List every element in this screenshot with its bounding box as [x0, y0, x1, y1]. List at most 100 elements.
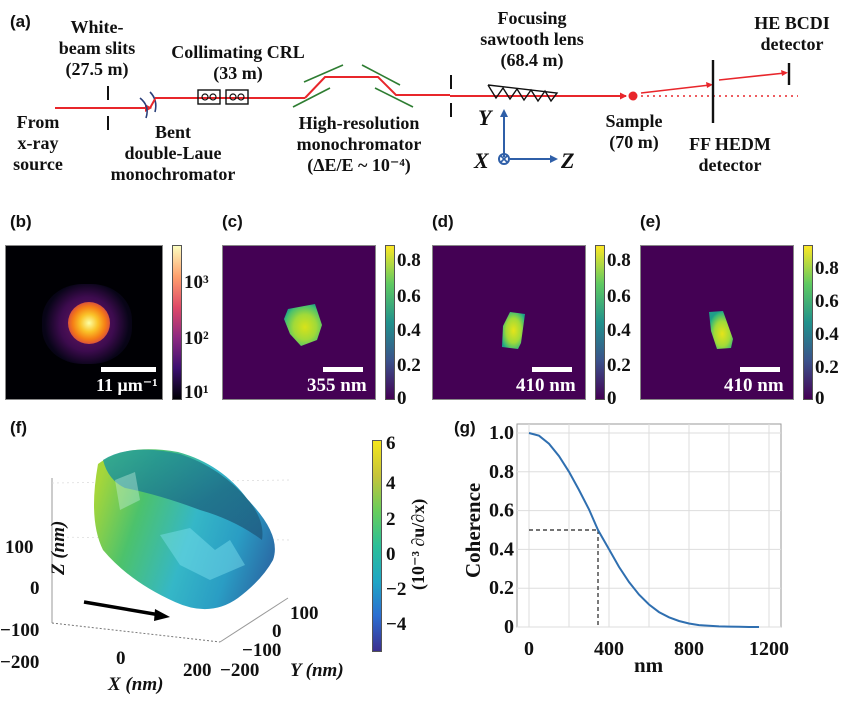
diffraction-peak — [68, 302, 110, 344]
colorbar-c-tick: 0.6 — [397, 286, 421, 307]
panel-b-label: (b) — [10, 212, 32, 231]
sample-dot — [628, 91, 638, 101]
y-tick: −100 — [242, 640, 282, 661]
colorbar-e-tick: 0.4 — [815, 324, 839, 345]
axis-x-label: X — [474, 148, 489, 173]
x-axis-line — [51, 622, 221, 643]
y-axis-line — [219, 597, 289, 643]
y-axis-label: Coherence — [461, 482, 485, 578]
y-tick-label: 0.8 — [489, 461, 514, 483]
colorbar-b-tick: 10² — [184, 328, 209, 349]
y-tick: 100 — [290, 603, 319, 624]
scalebar-b — [101, 367, 156, 372]
axis-x-into-page-icon — [498, 153, 510, 165]
colorbar-f-tick: 4 — [386, 473, 396, 494]
hr-crystal-2 — [303, 64, 344, 83]
label-sample: Sample (70 m) — [605, 111, 663, 152]
x-tick-label: 1200 — [749, 638, 789, 660]
scalebar-c-label: 355 nm — [307, 375, 367, 396]
colorbar-f-tick: −2 — [386, 579, 407, 600]
colorbar-f-tick: −4 — [386, 614, 407, 635]
label-sawtooth-lens: Focusing sawtooth lens (68.4 m) — [480, 8, 584, 70]
label-ff-hedm-detector: FF HEDM detector — [689, 134, 771, 175]
colorbar-d-tick: 0 — [607, 388, 617, 409]
x-axis-label: X (nm) — [108, 674, 164, 695]
colorbar-f-tick: 0 — [386, 544, 396, 565]
x-tick-label: 800 — [674, 638, 704, 660]
strain-isosurface-3d — [51, 449, 291, 643]
x-tick: 200 — [183, 660, 212, 681]
panel-g-label: (g) — [454, 418, 476, 437]
x-tick-label: 400 — [594, 638, 624, 660]
colorbar-d — [595, 245, 605, 400]
y-tick: −200 — [220, 660, 260, 681]
colorbar-b-tick: 10³ — [184, 272, 209, 293]
coherence-curve — [528, 432, 759, 628]
panel-a-label: (a) — [10, 12, 31, 31]
reconstruction-d-image: 410 nm — [432, 245, 586, 400]
x-direction-arrow — [83, 600, 161, 617]
hr-crystal-3 — [361, 64, 401, 86]
label-hr-monochromator: High-resolution monochromator (ΔE/E ~ 10⁻⁴… — [296, 113, 422, 175]
y-tick-label: 0.2 — [489, 577, 514, 599]
label-bent-double-laue: Bent double-Laue monochromator — [110, 122, 236, 184]
colorbar-b-tick: 10¹ — [184, 382, 209, 403]
y-tick-label: 0.6 — [489, 500, 514, 522]
colorbar-e-tick: 0.8 — [815, 258, 839, 279]
colorbar-c-tick: 0.4 — [397, 320, 421, 341]
x-axis-label: nm — [634, 653, 664, 677]
laue-crystal-2 — [149, 91, 157, 113]
colorbar-b — [172, 245, 182, 400]
diffracted-beam-1 — [640, 84, 711, 94]
particle-top-face — [103, 449, 263, 540]
crl-box-2 — [225, 89, 249, 105]
colorbar-e-tick: 0.2 — [815, 357, 839, 378]
panel-c-label: (c) — [222, 212, 243, 231]
z-tick: −200 — [0, 652, 40, 673]
scalebar-c — [323, 367, 363, 372]
axis-z-label: Z — [561, 148, 575, 173]
scalebar-e-label: 410 nm — [724, 375, 784, 396]
scalebar-d-label: 410 nm — [516, 375, 576, 396]
reconstruction-e-shape — [709, 311, 733, 349]
x-tick: 0 — [116, 648, 126, 669]
panel-f-label: (f) — [10, 418, 27, 437]
scalebar-b-label: 11 μm⁻¹ — [96, 375, 158, 395]
z-tick: −100 — [0, 620, 40, 641]
beamline-schematic — [55, 60, 798, 165]
diffracted-beam-2 — [718, 72, 786, 81]
scalebar-e — [740, 367, 780, 372]
hr-crystal-4 — [374, 87, 414, 108]
panel-d-label: (d) — [432, 212, 454, 231]
colorbar-c-tick: 0.8 — [397, 250, 421, 271]
y-tick: 0 — [272, 621, 282, 642]
diffraction-pattern-image: 11 μm⁻¹ — [5, 245, 163, 400]
sawtooth-lens — [487, 84, 559, 103]
crl-box-1 — [197, 89, 221, 105]
reconstruction-c-shape — [284, 304, 322, 346]
laue-crystal-1 — [139, 97, 148, 119]
label-white-beam-slits: White-beam slits (27.5 m) — [58, 17, 136, 79]
reconstruction-c-image: 355 nm — [222, 245, 376, 400]
beam-hr-mono — [304, 76, 450, 99]
y-tick-label: 0 — [504, 616, 514, 638]
panel-e-label: (e) — [640, 212, 661, 231]
label-he-bcdi-detector: HE BCDI detector — [754, 13, 830, 54]
hr-crystal-1 — [292, 87, 331, 108]
colorbar-e-tick: 0 — [815, 388, 825, 409]
z-tick: 100 — [5, 537, 34, 558]
y-tick-label: 0.4 — [489, 538, 514, 560]
colorbar-c-tick: 0.2 — [397, 355, 421, 376]
reconstruction-e-image: 410 nm — [640, 245, 794, 400]
colorbar-c-tick: 0 — [397, 388, 407, 409]
colorbar-c — [385, 245, 395, 400]
colorbar-e — [803, 245, 813, 400]
colorbar-e-tick: 0.6 — [815, 291, 839, 312]
scalebar-d — [532, 367, 572, 372]
colorbar-f-tick: 6 — [386, 433, 396, 454]
colorbar-d-tick: 0.8 — [607, 250, 631, 271]
x-tick-label: 0 — [524, 638, 534, 660]
axis-y-label: Y — [478, 105, 492, 130]
colorbar-f — [372, 440, 382, 652]
